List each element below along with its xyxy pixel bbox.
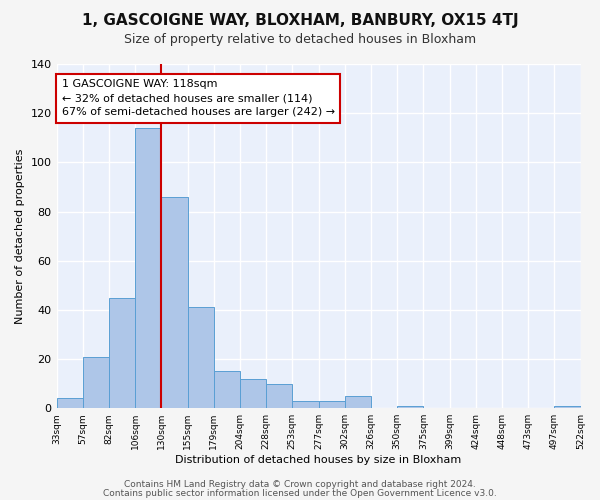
X-axis label: Distribution of detached houses by size in Bloxham: Distribution of detached houses by size … (175, 455, 461, 465)
Y-axis label: Number of detached properties: Number of detached properties (15, 148, 25, 324)
Bar (345, 396, 371, 408)
Bar (135, 128, 161, 408)
Text: 1, GASCOIGNE WAY, BLOXHAM, BANBURY, OX15 4TJ: 1, GASCOIGNE WAY, BLOXHAM, BANBURY, OX15… (82, 12, 518, 28)
Bar (397, 406, 424, 408)
Bar (319, 401, 345, 408)
Text: Contains HM Land Registry data © Crown copyright and database right 2024.: Contains HM Land Registry data © Crown c… (124, 480, 476, 489)
Bar (554, 406, 581, 408)
Text: Contains public sector information licensed under the Open Government Licence v3: Contains public sector information licen… (103, 488, 497, 498)
Bar (109, 298, 135, 408)
Bar (188, 308, 214, 408)
Bar (266, 384, 292, 408)
Bar (214, 372, 240, 408)
Bar (83, 356, 109, 408)
Bar (56, 398, 83, 408)
Bar (292, 401, 319, 408)
Bar (240, 378, 266, 408)
Text: Size of property relative to detached houses in Bloxham: Size of property relative to detached ho… (124, 32, 476, 46)
Bar (161, 197, 188, 408)
Text: 1 GASCOIGNE WAY: 118sqm
← 32% of detached houses are smaller (114)
67% of semi-d: 1 GASCOIGNE WAY: 118sqm ← 32% of detache… (62, 80, 335, 118)
